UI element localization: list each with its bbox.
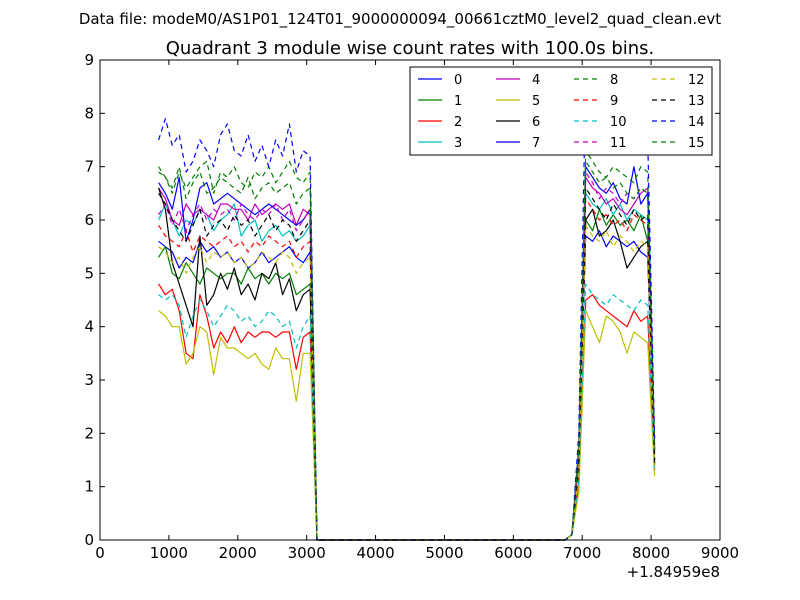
x-tick-label: 2000 — [219, 544, 257, 562]
legend-label-7: 7 — [532, 136, 540, 151]
y-tick-label: 0 — [84, 531, 94, 549]
x-tick-label: 1000 — [150, 544, 188, 562]
y-tick-label: 9 — [84, 51, 94, 69]
y-tick-label: 7 — [84, 158, 94, 176]
legend-label-1: 1 — [454, 94, 462, 109]
x-tick-label: 7000 — [563, 544, 601, 562]
x-tick-label: 8000 — [632, 544, 670, 562]
x-tick-label: 4000 — [356, 544, 394, 562]
legend-label-8: 8 — [610, 73, 618, 88]
plot-frame — [99, 59, 721, 541]
y-tick-label: 2 — [84, 424, 94, 442]
y-tick-label: 8 — [84, 104, 94, 122]
y-tick-label: 5 — [84, 264, 94, 282]
y-tick-label: 6 — [84, 211, 94, 229]
legend-label-14: 14 — [688, 115, 705, 130]
legend-label-13: 13 — [688, 94, 705, 109]
legend-label-2: 2 — [454, 115, 462, 130]
legend-label-15: 15 — [688, 136, 705, 151]
legend-label-12: 12 — [688, 73, 705, 88]
legend-label-4: 4 — [532, 73, 540, 88]
chart-suptitle: Data file: modeM0/AS1P01_124T01_90000000… — [79, 10, 721, 29]
legend-frame — [409, 66, 713, 156]
legend-label-0: 0 — [454, 73, 462, 88]
legend-label-5: 5 — [532, 94, 540, 109]
axes-layer: 0 1000 2000 3000 4000 5000 6000 7000 8000 9000012… — [84, 51, 739, 562]
x-tick-label: 0 — [95, 544, 105, 562]
x-tick-label: 5000 — [425, 544, 463, 562]
chart-title: Quadrant 3 module wise count rates with … — [166, 38, 655, 59]
y-tick-label: 1 — [84, 478, 94, 496]
legend-label-10: 10 — [610, 115, 627, 130]
x-tick-label: 3000 — [288, 544, 326, 562]
legend-label-11: 11 — [610, 136, 627, 151]
y-tick-label: 4 — [84, 318, 94, 336]
x-offset-label: +1.84959e8 — [627, 563, 720, 581]
legend-label-3: 3 — [454, 136, 462, 151]
x-tick-label: 6000 — [494, 544, 532, 562]
x-tick-label: 9000 — [701, 544, 739, 562]
legend-label-9: 9 — [610, 94, 618, 109]
y-tick-label: 3 — [84, 371, 94, 389]
series-line-15 — [158, 160, 656, 541]
legend-label-6: 6 — [532, 115, 540, 130]
